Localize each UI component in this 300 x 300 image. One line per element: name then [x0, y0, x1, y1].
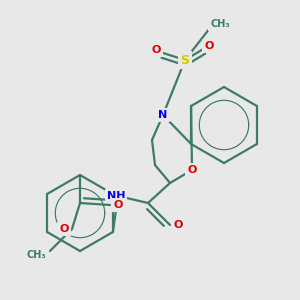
Text: O: O — [151, 45, 161, 55]
Text: CH₃: CH₃ — [26, 250, 46, 260]
Text: CH₃: CH₃ — [210, 19, 230, 29]
Text: O: O — [204, 41, 214, 51]
Text: S: S — [181, 53, 190, 67]
Text: O: O — [187, 165, 197, 175]
Text: O: O — [59, 224, 69, 234]
Text: O: O — [113, 200, 123, 210]
Text: N: N — [158, 110, 168, 120]
Text: NH: NH — [107, 191, 125, 201]
Text: O: O — [173, 220, 183, 230]
